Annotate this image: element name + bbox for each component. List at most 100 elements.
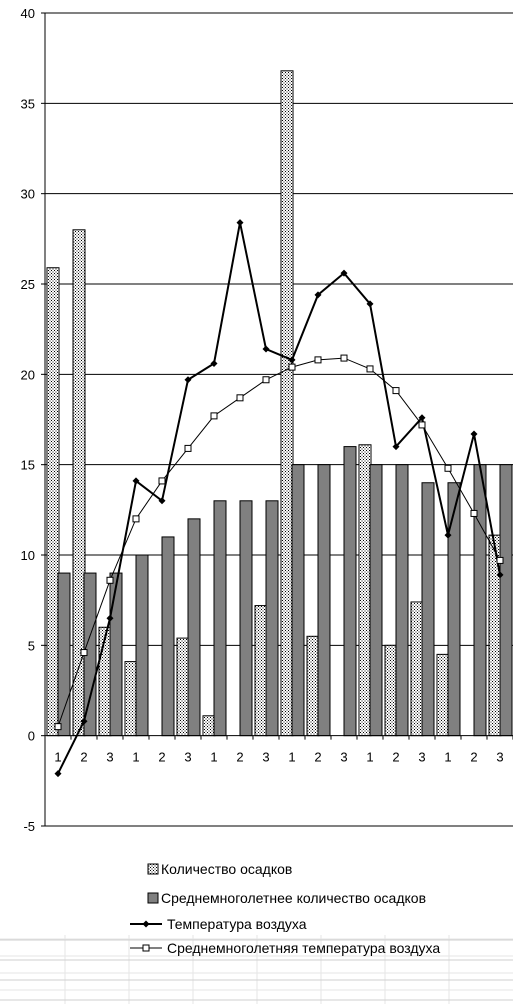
x-tick-label: 2 <box>80 750 87 765</box>
point-avg-temperature <box>132 515 140 523</box>
gridlines <box>45 12 513 827</box>
lines <box>54 219 504 778</box>
x-tick-label: 3 <box>106 750 113 765</box>
point-temperature <box>80 717 88 725</box>
bar-avg-precipitation <box>187 518 201 737</box>
point-temperature <box>288 356 296 364</box>
point-avg-temperature <box>340 354 348 362</box>
x-tick-label: 3 <box>340 750 347 765</box>
x-tick-label: 1 <box>132 750 139 765</box>
x-tick-label: 3 <box>496 750 503 765</box>
point-temperature <box>418 414 426 422</box>
y-tick-label: 40 <box>21 6 35 21</box>
bar-precipitation <box>176 637 190 737</box>
point-avg-temperature <box>366 365 374 373</box>
y-tick-label: 5 <box>28 638 35 653</box>
y-axis-tick-labels: -5 0 5 10 15 20 25 30 35 40 <box>21 6 35 834</box>
legend-label: Среднемноголетнее количество осадков <box>161 890 426 906</box>
x-tick-label: 3 <box>418 750 425 765</box>
point-temperature <box>54 770 62 778</box>
axes <box>41 12 513 827</box>
point-temperature <box>262 345 270 353</box>
bar-avg-precipitation <box>317 464 331 737</box>
x-tick-label: 1 <box>444 750 451 765</box>
point-temperature <box>470 430 478 438</box>
bar-avg-precipitation <box>265 500 279 737</box>
legend-label: Температура воздуха <box>167 916 307 932</box>
bar-precipitation <box>46 267 60 737</box>
x-tick-label: 2 <box>158 750 165 765</box>
bar-avg-precipitation <box>369 464 383 737</box>
point-avg-temperature <box>158 477 166 485</box>
x-tick-label: 1 <box>54 750 61 765</box>
plot-area <box>0 0 513 935</box>
legend-marker <box>142 920 150 928</box>
bar-avg-precipitation <box>447 482 461 737</box>
bar-avg-precipitation <box>291 464 305 737</box>
legend-label: Среднемноголетняя температура воздуха <box>167 940 440 956</box>
bar-precipitation <box>72 229 86 737</box>
bar-avg-precipitation <box>135 554 149 737</box>
bar-precipitation <box>384 644 398 737</box>
point-temperature <box>236 219 244 227</box>
bar-precipitation <box>124 661 138 737</box>
legend-swatch <box>147 863 159 875</box>
y-tick-label: 10 <box>21 548 35 563</box>
bar-precipitation <box>254 605 268 737</box>
point-avg-temperature <box>392 387 400 395</box>
point-avg-temperature <box>496 556 504 564</box>
point-avg-temperature <box>236 394 244 402</box>
point-avg-temperature <box>314 356 322 364</box>
x-tick-label: 1 <box>366 750 373 765</box>
point-temperature <box>210 359 218 367</box>
point-temperature <box>392 443 400 451</box>
x-tick-label: 1 <box>288 750 295 765</box>
bar-avg-precipitation <box>395 464 409 737</box>
x-tick-label: 3 <box>184 750 191 765</box>
point-avg-temperature <box>80 649 88 657</box>
bar-avg-precipitation <box>343 446 357 737</box>
x-tick-label: 2 <box>392 750 399 765</box>
series-line-temperature <box>57 222 501 775</box>
point-avg-temperature <box>418 421 426 429</box>
point-avg-temperature <box>210 412 218 420</box>
point-avg-temperature <box>444 464 452 472</box>
x-tick-label: 1 <box>210 750 217 765</box>
y-tick-label: 25 <box>21 277 35 292</box>
legend-label: Количество осадков <box>161 861 292 877</box>
point-temperature <box>158 497 166 505</box>
point-avg-temperature <box>106 576 114 584</box>
point-temperature <box>340 269 348 277</box>
bar-precipitation <box>306 635 320 737</box>
bar-precipitation <box>98 626 112 737</box>
bar-avg-precipitation <box>239 500 253 737</box>
bar-precipitation <box>436 653 450 737</box>
legend-marker <box>142 944 150 952</box>
point-temperature <box>314 291 322 299</box>
point-avg-temperature <box>54 723 62 731</box>
point-temperature <box>184 376 192 384</box>
y-tick-label: 15 <box>21 458 35 473</box>
bar-precipitation <box>358 444 372 737</box>
point-temperature <box>444 531 452 539</box>
legend-swatch <box>147 892 159 904</box>
point-avg-temperature <box>288 363 296 371</box>
bar-precipitation <box>202 715 216 737</box>
point-avg-temperature <box>470 509 478 517</box>
x-tick-label: 2 <box>314 750 321 765</box>
series-line-avg-temperature <box>57 357 501 727</box>
point-temperature <box>366 300 374 308</box>
legend: Количество осадков Среднемноголетнее коли… <box>130 861 440 956</box>
x-axis-tick-labels: 1 2 3 1 2 3 1 2 3 1 2 3 1 2 3 1 2 3 <box>54 750 503 765</box>
plot-area-background <box>45 13 513 826</box>
x-tick-label: 3 <box>262 750 269 765</box>
point-temperature <box>106 614 114 622</box>
bar-precipitation <box>410 601 424 737</box>
point-avg-temperature <box>262 376 270 384</box>
bar-avg-precipitation <box>213 500 227 737</box>
y-tick-label: 0 <box>28 729 35 744</box>
y-tick-label: -5 <box>23 819 35 834</box>
bar-avg-precipitation <box>473 464 487 737</box>
x-tick-label: 2 <box>236 750 243 765</box>
